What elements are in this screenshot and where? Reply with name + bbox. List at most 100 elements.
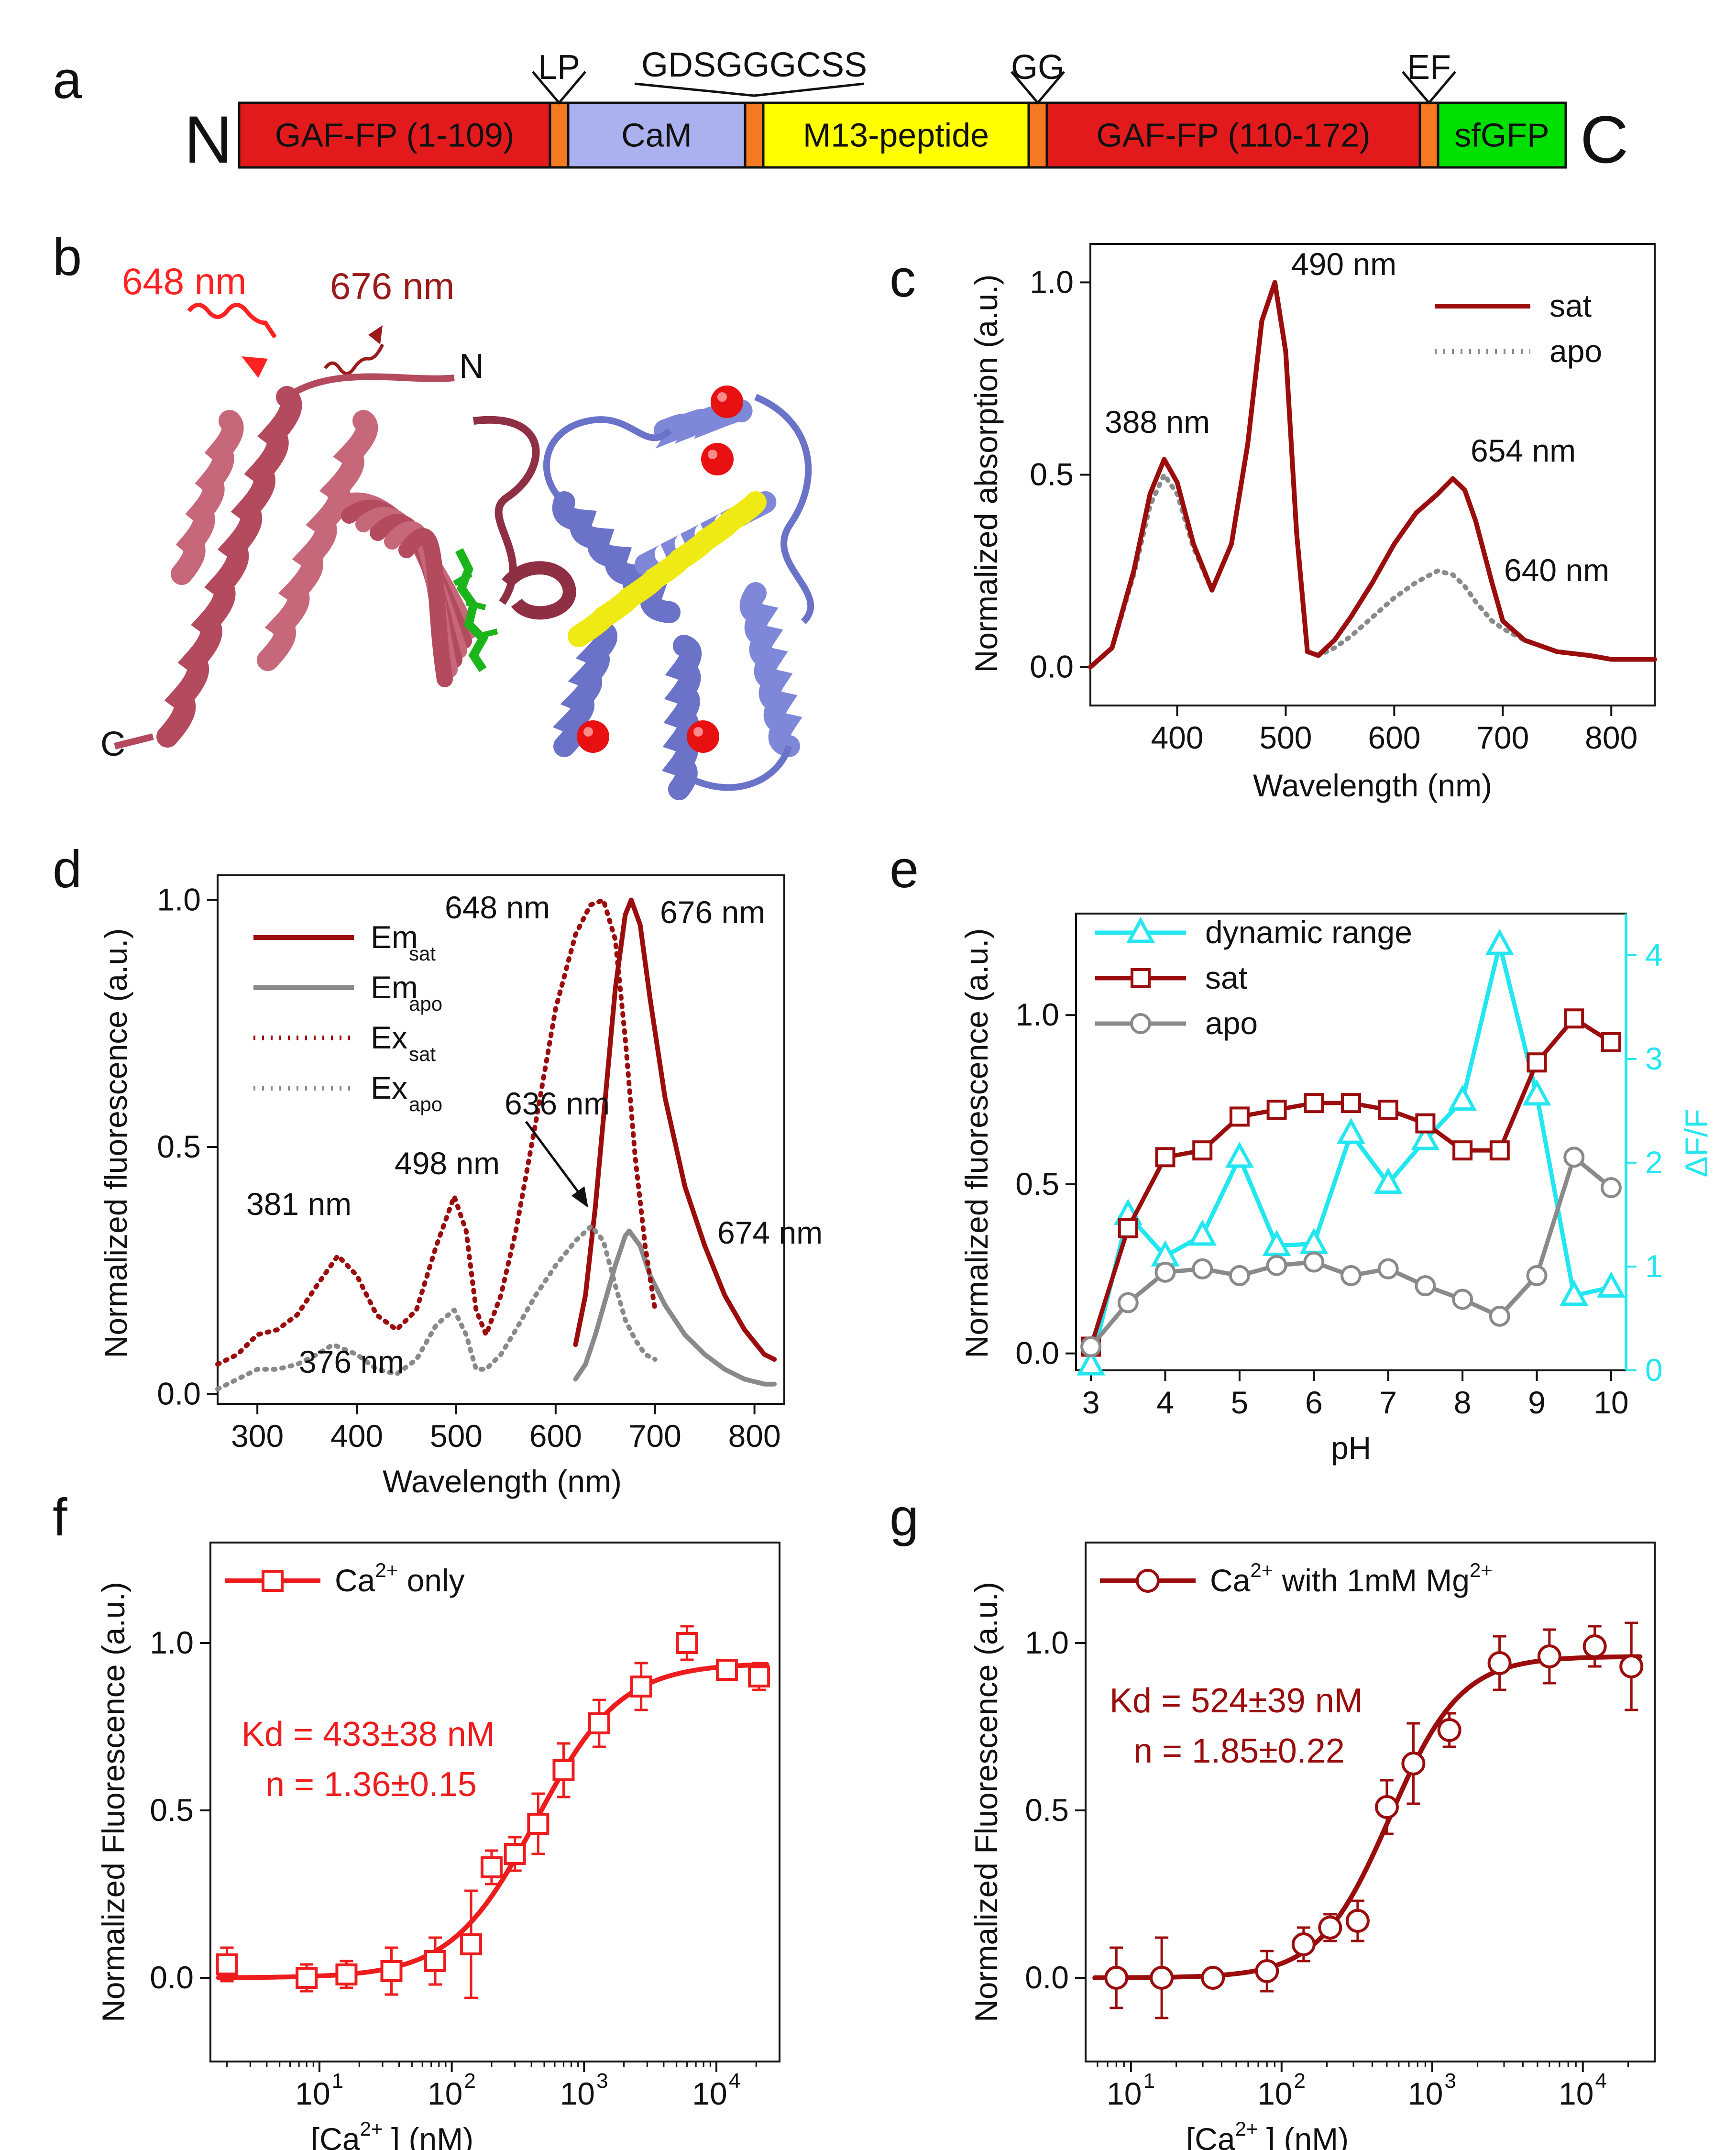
linker-label-0: LP <box>538 48 580 87</box>
emission-label: 676 nm <box>330 265 454 307</box>
y2-tick-label: 1 <box>1645 1248 1663 1284</box>
data-point <box>1374 1795 1399 1819</box>
data-point <box>460 1933 483 1955</box>
calcium-ion-highlight-1 <box>708 450 717 459</box>
calcium-ion-highlight-3 <box>693 727 703 737</box>
data-point <box>715 1659 738 1681</box>
y-tick-label: 0.5 <box>157 1129 201 1164</box>
peak-annotation-4: 381 nm <box>246 1186 352 1222</box>
hill-annotation: n = 1.85±0.22 <box>1133 1732 1345 1770</box>
x-tick-exponent: 4 <box>1595 2069 1606 2093</box>
data-point <box>1318 1916 1342 1940</box>
panel-a-construct-diagram: GAF-FP (1-109) CaM M13-peptide GAF-FP (110-… <box>184 46 1628 177</box>
y2-tick-label: 2 <box>1645 1145 1663 1180</box>
x-tick-label: 800 <box>1585 720 1637 755</box>
x-tick-label: 600 <box>529 1418 582 1454</box>
helix-ribbon <box>156 386 302 748</box>
panel-letter-d: d <box>53 840 82 899</box>
y-tick-label: 0.0 <box>157 1376 201 1411</box>
data-point <box>424 1950 447 1972</box>
x-tick-exponent: 2 <box>1294 2069 1306 2093</box>
chart-c-absorption: 400 500 600 700 800 0.0 0.5 1.0 Wavelength (nm) N… <box>968 243 1657 803</box>
marker-dynamic range <box>1597 1271 1626 1298</box>
x-tick-label: 600 <box>1368 720 1420 755</box>
x-tick-label: 700 <box>629 1418 681 1454</box>
helix-ribbon <box>171 410 244 585</box>
legend-marker <box>1136 1569 1160 1593</box>
peak-annotation-3: 640 nm <box>1504 552 1609 588</box>
data-point <box>527 1813 549 1835</box>
segment-label-8: sfGFP <box>1454 117 1549 154</box>
marker-dynamic range <box>1188 1219 1217 1246</box>
peak-annotation-2: 636 nm <box>505 1086 610 1121</box>
helix-ribbon <box>661 635 702 800</box>
x-tick-label: 500 <box>430 1418 483 1454</box>
panel-letter-e: e <box>890 840 919 899</box>
x-tick-label: 700 <box>1476 720 1529 755</box>
x-tick-exponent: 2 <box>464 2069 475 2093</box>
y2-tick-label: 4 <box>1645 937 1663 972</box>
marker-apo <box>1377 1258 1399 1279</box>
x-tick-label: 5 <box>1231 1385 1249 1420</box>
marker-sat <box>1155 1147 1176 1168</box>
marker-sat <box>1304 1093 1324 1114</box>
y-tick-label: 1.0 <box>1030 264 1074 299</box>
x-tick-label: 8 <box>1454 1385 1472 1420</box>
y-tick-label: 1.0 <box>157 882 201 917</box>
data-point <box>1582 1634 1607 1658</box>
x-axis-label: Wavelength (nm) <box>1253 768 1492 803</box>
marker-apo <box>1452 1289 1473 1310</box>
data-point <box>216 1953 238 1975</box>
legend-label-Em: Em <box>371 919 418 955</box>
marker-sat <box>1341 1093 1361 1114</box>
c-terminus-label: C <box>1580 102 1628 177</box>
marker-dynamic range <box>1448 1084 1477 1111</box>
peak-annotation-0: 490 nm <box>1291 246 1396 282</box>
calcium-ion-3 <box>687 720 719 753</box>
cam-loop <box>667 745 792 791</box>
plot-frame <box>1085 1542 1656 2062</box>
loop-ribbon <box>285 373 455 400</box>
marker-apo <box>1266 1255 1287 1276</box>
series-line-Ex-sat <box>215 897 658 1367</box>
data-point <box>1104 1966 1129 1990</box>
data-point <box>1487 1651 1512 1675</box>
x-tick-label: 800 <box>728 1418 781 1454</box>
marker-apo <box>1340 1265 1362 1286</box>
marker-sat <box>1489 1140 1510 1161</box>
legend-label: Ca2+ only <box>335 1559 465 1598</box>
helix-ribbon <box>552 620 617 757</box>
legend-label-dynamic range: dynamic range <box>1205 915 1412 950</box>
legend-marker-dynamic range <box>1126 916 1155 943</box>
x-axis-label: Wavelength (nm) <box>383 1464 622 1499</box>
legend-label-Em: Em <box>371 970 418 1005</box>
marker-dynamic range <box>1299 1227 1329 1254</box>
kd-annotation: Kd = 433±38 nM <box>242 1715 495 1753</box>
legend-subscript-apo: apo <box>409 1093 442 1115</box>
marker-sat <box>1229 1106 1250 1127</box>
marker-sat <box>1564 1008 1584 1029</box>
y2-axis-label: ΔF/F <box>1679 1109 1714 1177</box>
n-terminus-label: N <box>184 102 232 177</box>
excitation-label: 648 nm <box>122 260 246 302</box>
legend-label-sat: sat <box>1549 288 1592 323</box>
x-tick-label: 500 <box>1259 720 1312 755</box>
segment-label-2: CaM <box>621 117 692 154</box>
x-tick-label: 10 <box>1107 2076 1142 2111</box>
marker-sat <box>1601 1032 1621 1052</box>
data-point <box>380 1960 403 1982</box>
hill-annotation: n = 1.36±0.15 <box>265 1765 477 1804</box>
annotation-arrowhead <box>571 1186 588 1208</box>
marker-sat <box>1118 1218 1138 1238</box>
y-axis-label: Normalized fluorescence (a.u.) <box>98 928 133 1358</box>
cam-loop <box>543 416 672 505</box>
marker-sat <box>1415 1113 1436 1134</box>
data-point <box>296 1967 318 1989</box>
y-axis-label: Normalized fluorescence (a.u.) <box>959 928 994 1358</box>
helix-ribbon <box>739 582 802 757</box>
peak-annotation-1: 676 nm <box>660 894 765 930</box>
segment-label-6: GAF-FP (110-172) <box>1096 117 1370 154</box>
data-point <box>504 1843 526 1865</box>
